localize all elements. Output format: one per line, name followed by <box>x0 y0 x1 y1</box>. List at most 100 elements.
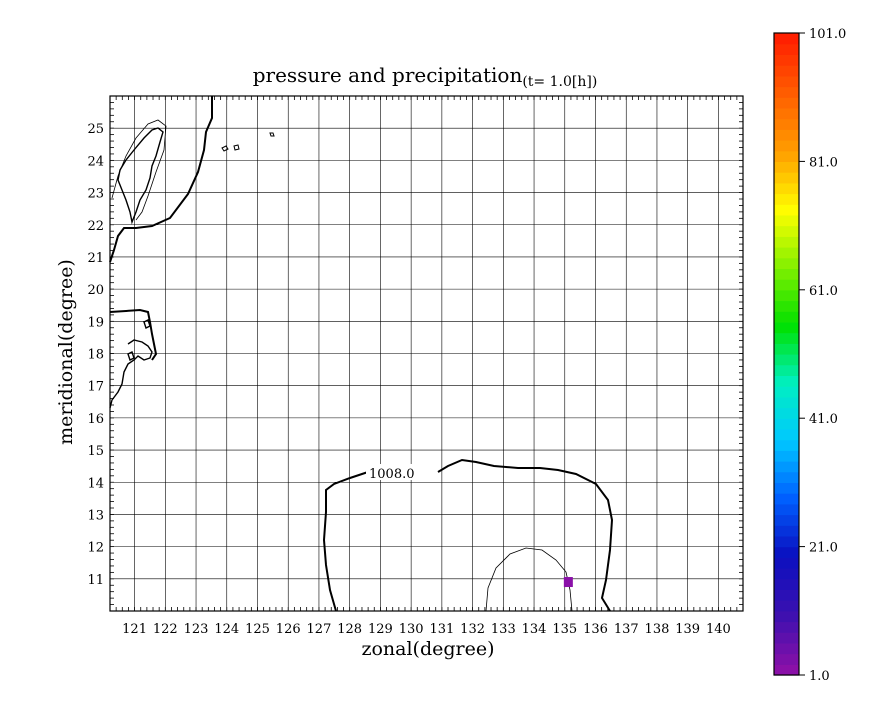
x-tick-label: 130 <box>399 622 424 637</box>
colorbar-label: 61.0 <box>809 284 838 299</box>
colorbar-band <box>774 578 799 590</box>
coastline-taiwan <box>117 127 164 225</box>
colorbar: 101.0 81.0 61.0 41.0 21.0 1.0 <box>773 27 846 684</box>
x-tick-label: 134 <box>522 622 547 637</box>
x-tick-label: 135 <box>552 622 577 637</box>
x-tick-label: 123 <box>184 622 209 637</box>
island-small-2 <box>233 144 240 151</box>
island-small-3 <box>269 132 275 137</box>
y-tick-label: 24 <box>87 154 104 169</box>
colorbar-band <box>774 503 799 516</box>
colorbar-band <box>774 535 799 548</box>
x-tick-label: 133 <box>491 622 516 637</box>
colorbar-band <box>774 118 799 130</box>
colorbar-band <box>774 75 799 88</box>
y-tick-label: 11 <box>87 573 104 588</box>
colorbar-band <box>774 140 799 152</box>
colorbar-label: 81.0 <box>809 155 838 170</box>
colorbar-band <box>774 642 799 655</box>
x-tick-label: 140 <box>706 622 731 637</box>
colorbar-frame <box>773 32 800 676</box>
plot-area: 1008.0 <box>109 95 744 612</box>
colorbar-band <box>774 418 799 430</box>
colorbar-band <box>774 193 799 205</box>
precipitation-cell <box>563 577 573 588</box>
colorbar-band <box>774 332 799 344</box>
colorbar-band <box>774 600 799 612</box>
colorbar-band <box>774 129 799 141</box>
y-tick-label: 23 <box>87 187 104 202</box>
y-axis-title: meridional(degree) <box>55 259 77 445</box>
x-tick-label: 136 <box>583 622 608 637</box>
colorbar-band <box>774 161 799 173</box>
colorbar-band <box>774 65 799 77</box>
x-tick-label: 128 <box>337 622 362 637</box>
colorbar-band <box>774 471 799 483</box>
colorbar-band <box>774 428 799 441</box>
colorbar-gradient <box>774 33 799 676</box>
minor-ticks <box>109 95 744 612</box>
colorbar-band <box>774 364 799 376</box>
y-tick-label: 18 <box>87 348 104 363</box>
colorbar-band <box>774 86 799 98</box>
contour-thick-luzon <box>109 308 158 361</box>
colorbar-band <box>774 493 799 505</box>
colorbar-band <box>774 482 799 494</box>
colorbar-band <box>774 204 799 216</box>
y-tick-label: 14 <box>87 476 104 491</box>
y-tick-label: 17 <box>87 380 104 395</box>
x-tick-label: 129 <box>368 622 393 637</box>
y-tick-label: 20 <box>87 283 104 298</box>
colorbar-band <box>774 33 799 45</box>
x-tick-labels: 121 122 123 124 125 126 127 128 129 130 131 132 133 1… <box>122 622 731 637</box>
colorbar-band <box>774 343 799 355</box>
precipitation-cells <box>563 577 573 588</box>
colorbar-band <box>774 610 799 623</box>
colorbar-band <box>774 54 799 66</box>
colorbar-band <box>774 664 799 676</box>
colorbar-band <box>774 568 799 580</box>
colorbar-band <box>774 225 799 237</box>
colorbar-label: 101.0 <box>809 27 846 42</box>
coastline-luzon <box>109 339 153 409</box>
x-tick-label: 131 <box>429 622 454 637</box>
colorbar-band <box>774 279 799 291</box>
contour-label-bg <box>366 464 432 480</box>
colorbar-band <box>774 289 799 302</box>
x-tick-label: 126 <box>276 622 301 637</box>
contour-thick-north <box>109 96 213 263</box>
colorbar-band <box>774 653 799 665</box>
colorbar-label: 21.0 <box>809 541 838 556</box>
contour-thin-taiwan <box>111 119 167 221</box>
colorbar-band <box>774 321 799 334</box>
grid-lines <box>110 96 743 611</box>
colorbar-band <box>774 407 799 419</box>
colorbar-band <box>774 268 799 280</box>
colorbar-band <box>774 450 799 462</box>
x-tick-label: 125 <box>245 622 270 637</box>
colorbar-band <box>774 182 799 195</box>
contour-label-1008: 1008.0 <box>369 467 415 482</box>
x-tick-label: 124 <box>214 622 239 637</box>
colorbar-band <box>774 461 799 473</box>
y-tick-label: 22 <box>87 219 104 234</box>
island-small-1 <box>221 145 229 152</box>
colorbar-band <box>774 236 799 248</box>
colorbar-band <box>774 97 799 109</box>
colorbar-band <box>774 375 799 387</box>
y-tick-labels: 11 12 13 14 15 16 17 18 19 20 21 22 23 24 25 <box>87 122 104 588</box>
coastlines <box>109 127 275 409</box>
colorbar-band <box>774 150 799 162</box>
y-tick-label: 13 <box>87 508 104 523</box>
colorbar-band <box>774 525 799 537</box>
x-tick-label: 132 <box>460 622 485 637</box>
x-tick-label: 127 <box>307 622 332 637</box>
colorbar-band <box>774 386 799 398</box>
y-tick-label: 25 <box>87 122 104 137</box>
contour-1008 <box>322 458 614 612</box>
colorbar-band <box>774 354 799 366</box>
colorbar-label: 1.0 <box>809 669 830 684</box>
colorbar-label: 41.0 <box>809 412 838 427</box>
colorbar-band <box>774 300 799 312</box>
